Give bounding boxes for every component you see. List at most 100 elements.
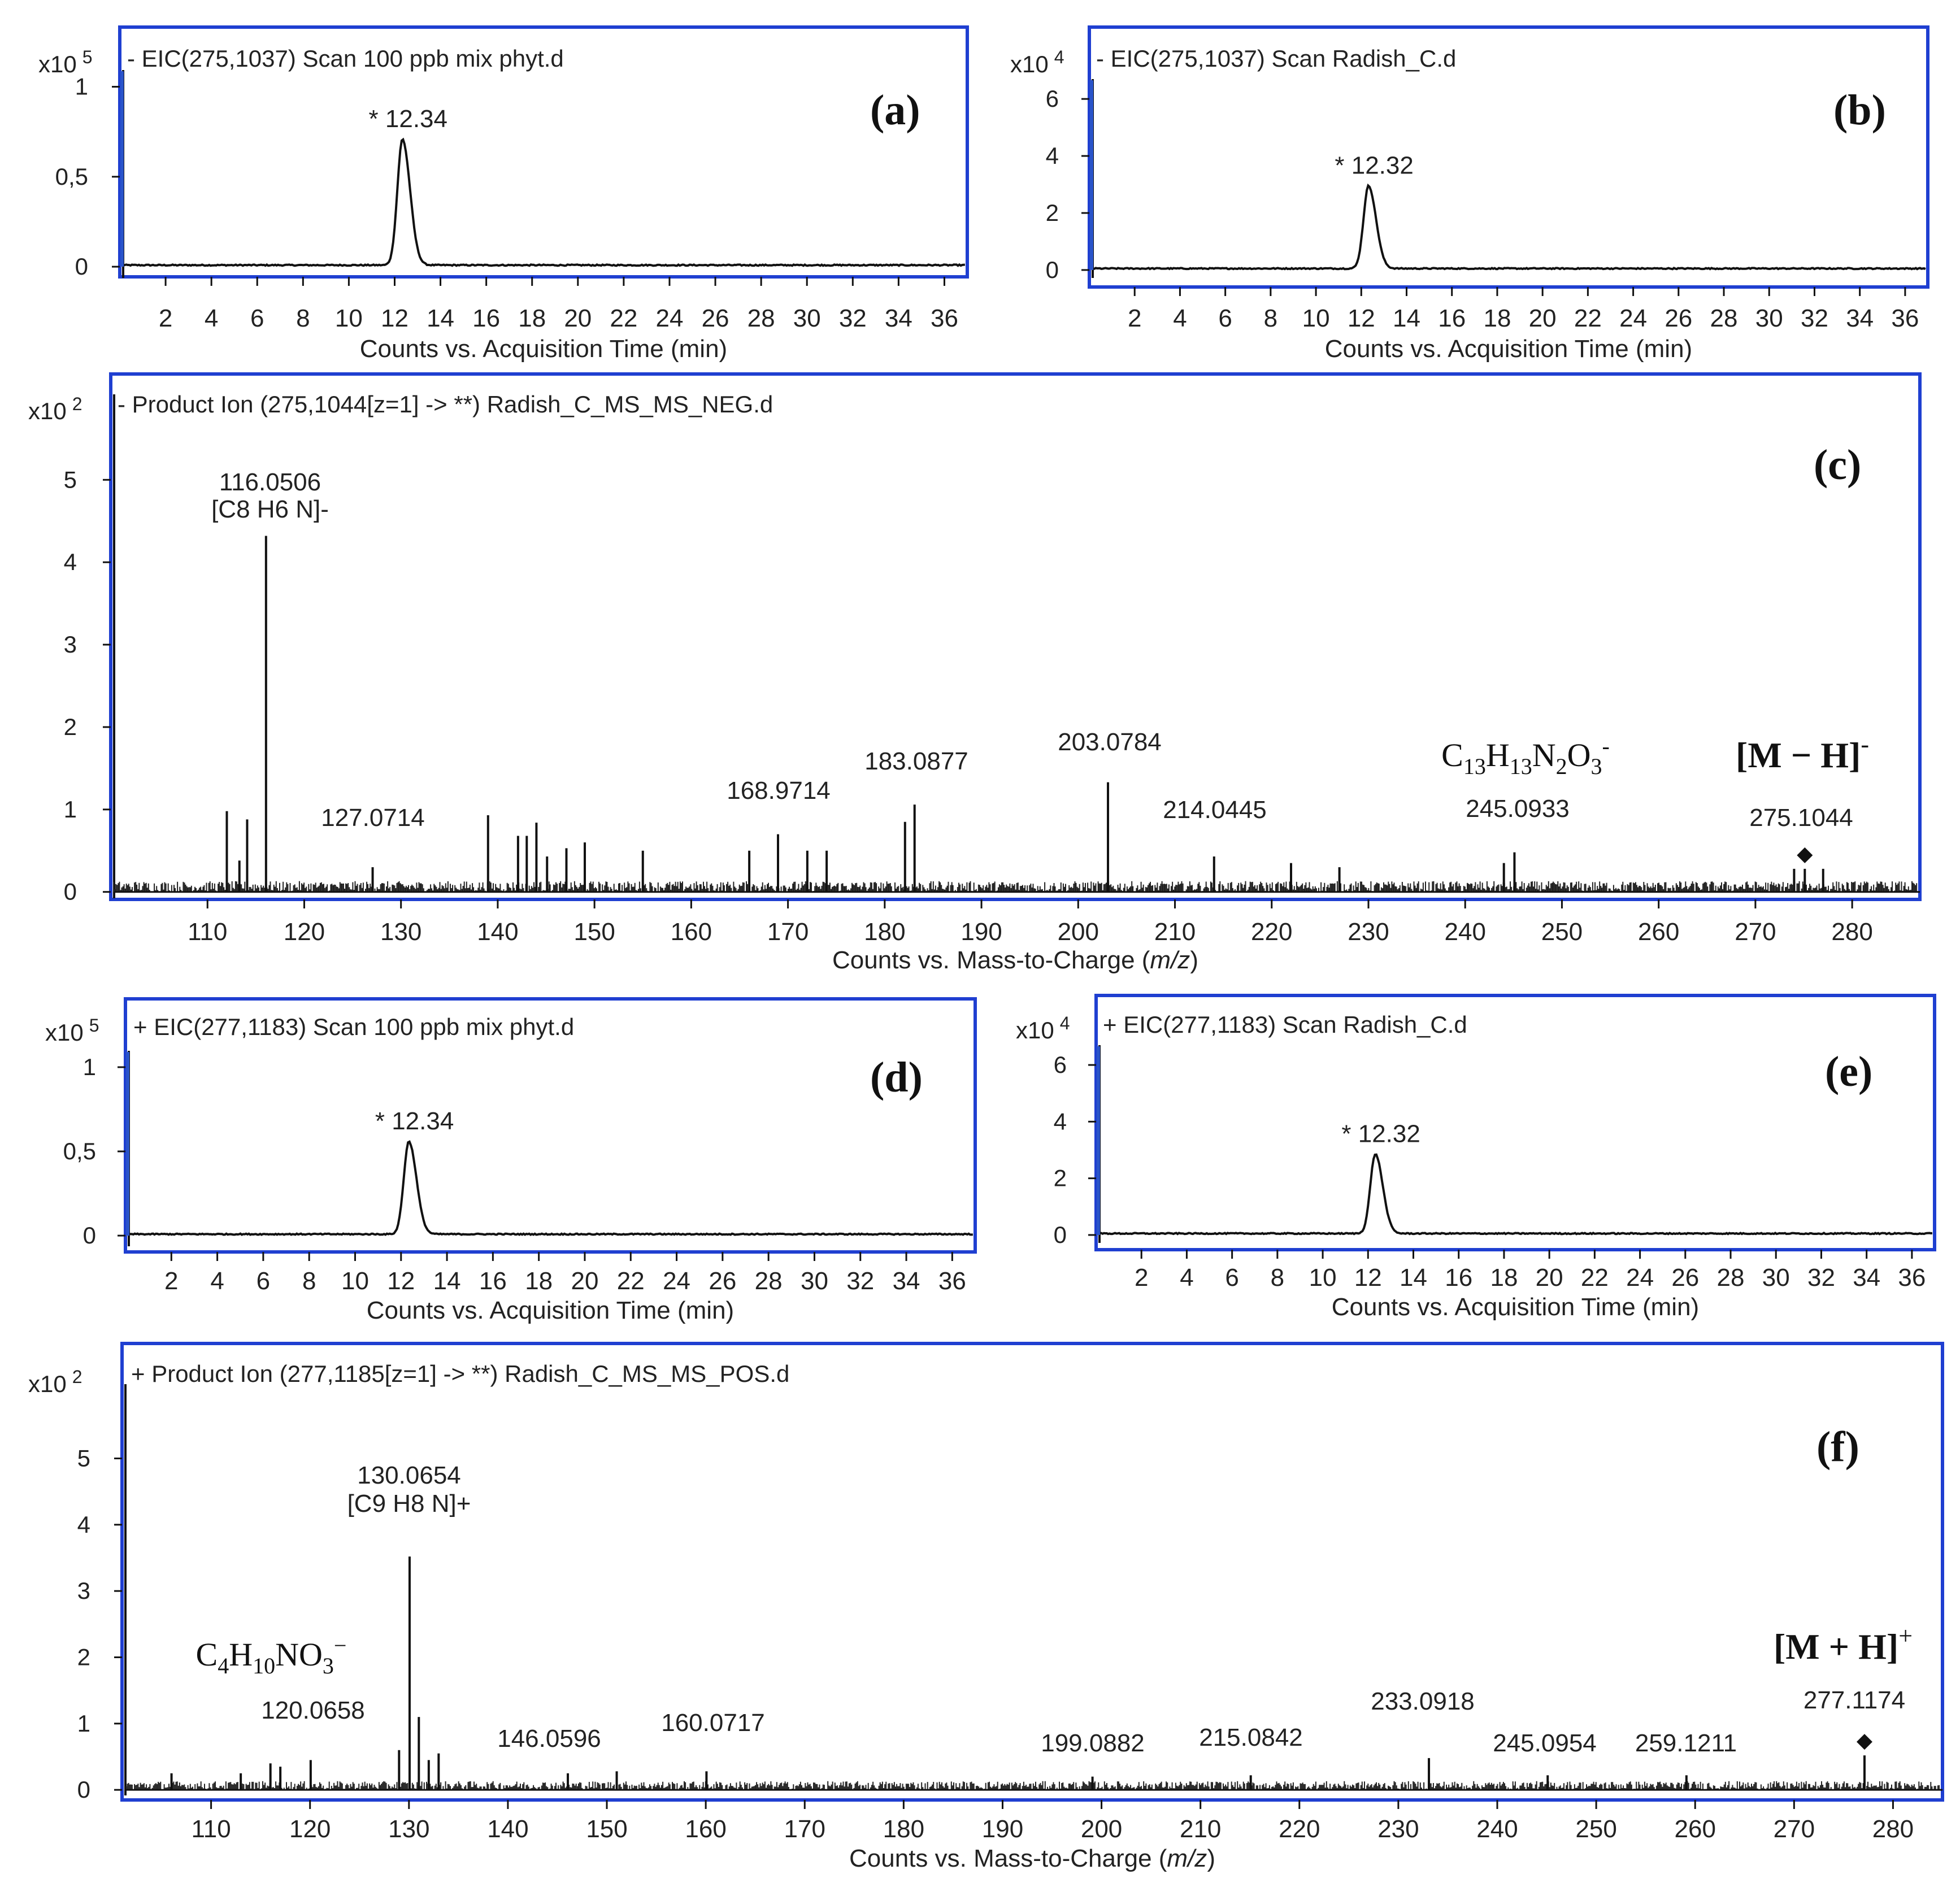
y-tick-label: 2: [77, 1643, 90, 1670]
formula-subscript: 2: [1556, 754, 1567, 779]
x-tick-label: 150: [586, 1815, 627, 1843]
panel-label: (c): [1814, 441, 1861, 489]
x-tick-label: 4: [205, 305, 218, 332]
x-tick-label: 200: [1058, 918, 1099, 946]
x-tick-label: 20: [571, 1267, 598, 1295]
chart-panel-b: - EIC(275,1037) Scan Radish_C.d(b)x10 402…: [1010, 25, 1929, 363]
chart-panel-d: + EIC(277,1183) Scan 100 ppb mix phyt.d (…: [45, 997, 977, 1324]
x-tick-label: 14: [427, 305, 454, 332]
x-tick-label: 10: [335, 305, 363, 332]
x-axis-label-post: ): [1207, 1845, 1215, 1872]
y-tick-label: 3: [77, 1577, 90, 1604]
plot-frame: [109, 372, 1922, 901]
x-tick-label: 18: [1483, 305, 1511, 332]
x-tick-label: 18: [518, 305, 546, 332]
plot-frame: [124, 997, 977, 1254]
x-tick-label: 26: [1671, 1264, 1699, 1291]
chart-panel-c: - Product Ion (275,1044[z=1] -> **) Radi…: [28, 372, 1922, 974]
x-tick-label: 230: [1348, 918, 1389, 946]
x-tick-label: 24: [1626, 1264, 1654, 1291]
y-tick-label: 1: [64, 796, 77, 823]
chromatogram-trace: [127, 1140, 973, 1236]
x-tick-label: 4: [210, 1267, 224, 1295]
molecular-ion-charge: +: [1898, 1622, 1913, 1650]
x-tick-label: 14: [1400, 1264, 1427, 1291]
x-tick-label: 24: [1619, 305, 1647, 332]
peak-mz-label: 215.0842: [1199, 1724, 1303, 1751]
plot-frame: [1088, 25, 1929, 289]
x-tick-label: 2: [1135, 1264, 1148, 1291]
formula-subscript: 4: [218, 1653, 229, 1678]
x-tick-label: 170: [767, 918, 809, 946]
x-tick-label: 210: [1180, 1815, 1221, 1843]
x-tick-label: 16: [479, 1267, 507, 1295]
x-tick-label: 220: [1279, 1815, 1320, 1843]
x-tick-label: 10: [1302, 305, 1330, 332]
x-tick-label: 2: [1128, 305, 1141, 332]
x-tick-label: 30: [1755, 305, 1783, 332]
baseline-noise: [124, 1781, 1940, 1790]
chromatogram-trace: [121, 137, 966, 267]
x-axis-label: Counts vs. Mass-to-Charge (m/z): [849, 1845, 1215, 1872]
peak-mz-label: 245.0933: [1466, 795, 1570, 823]
x-axis-label-unit: m/z: [1150, 946, 1190, 974]
x-tick-label: 10: [1309, 1264, 1337, 1291]
x-tick-label: 130: [380, 918, 421, 946]
formula-charge: -: [1602, 733, 1610, 759]
x-tick-label: 260: [1675, 1815, 1716, 1843]
x-tick-label: 160: [671, 918, 712, 946]
x-tick-label: 6: [1218, 305, 1232, 332]
chromatogram-trace: [1091, 183, 1926, 271]
x-tick-label: 12: [387, 1267, 415, 1295]
x-tick-label: 8: [302, 1267, 316, 1295]
peak-mz-label: 214.0445: [1163, 796, 1267, 824]
fragment-formula: C13H13N2O3-: [1441, 733, 1610, 779]
peak-mz-label: 130.0654: [357, 1462, 461, 1489]
x-tick-label: 32: [1801, 305, 1828, 332]
plot-frame: [118, 25, 969, 279]
x-tick-label: 280: [1831, 918, 1872, 946]
y-tick-label: 1: [77, 1710, 90, 1737]
y-tick-label: 0: [1054, 1221, 1067, 1248]
chart-panel-e: + EIC(277,1183) Scan Radish_C.d (e) x10 4 0 2…: [1016, 994, 1936, 1321]
precursor-diamond-icon: [1856, 1734, 1872, 1750]
x-tick-label: 160: [685, 1815, 726, 1843]
y-tick-label: 0: [77, 1776, 90, 1803]
peak-label: * 12.34: [375, 1107, 454, 1135]
molecular-ion-charge: -: [1861, 730, 1869, 758]
y-tick-label: 6: [1054, 1051, 1067, 1078]
axis-multiplier-exponent: 5: [89, 1015, 99, 1036]
precursor-diamond-icon: [1797, 847, 1813, 863]
formula-subscript: 10: [253, 1653, 275, 1678]
chart-panel-a: - EIC(275,1037) Scan 100 ppb mix phyt.d (…: [38, 25, 969, 363]
x-tick-label: 14: [433, 1267, 461, 1295]
x-tick-label: 110: [192, 1815, 231, 1843]
formula-charge: −: [334, 1633, 347, 1658]
axis-multiplier: x10 2: [28, 394, 82, 424]
axis-multiplier-exponent: 4: [1054, 47, 1064, 67]
formula-element: O: [1567, 737, 1591, 773]
y-tick-label: 2: [1046, 199, 1059, 226]
peak-mz-label: 168.9714: [727, 777, 831, 805]
fragment-formula: C4H10NO3−: [196, 1633, 347, 1678]
x-tick-label: 220: [1251, 918, 1292, 946]
peak-mz-label: 127.0714: [321, 804, 425, 832]
x-tick-label: 26: [702, 305, 729, 332]
x-tick-label: 36: [931, 305, 958, 332]
x-tick-label: 2: [159, 305, 172, 332]
x-tick-label: 34: [885, 305, 912, 332]
formula-subscript: 13: [1463, 754, 1486, 779]
peak-mz-label: 183.0877: [864, 747, 968, 775]
peak-mz-label: 203.0784: [1058, 728, 1162, 756]
x-tick-label: 18: [1490, 1264, 1518, 1291]
x-tick-label: 28: [1717, 1264, 1745, 1291]
x-tick-label: 260: [1638, 918, 1679, 946]
x-tick-label: 12: [381, 305, 408, 332]
x-tick-label: 22: [1581, 1264, 1609, 1291]
x-tick-label: 4: [1180, 1264, 1193, 1291]
x-tick-label: 140: [477, 918, 518, 946]
y-tick-label: 0,5: [55, 163, 88, 190]
peak-mz-label: 120.0658: [261, 1697, 365, 1724]
x-tick-label: 120: [289, 1815, 331, 1843]
